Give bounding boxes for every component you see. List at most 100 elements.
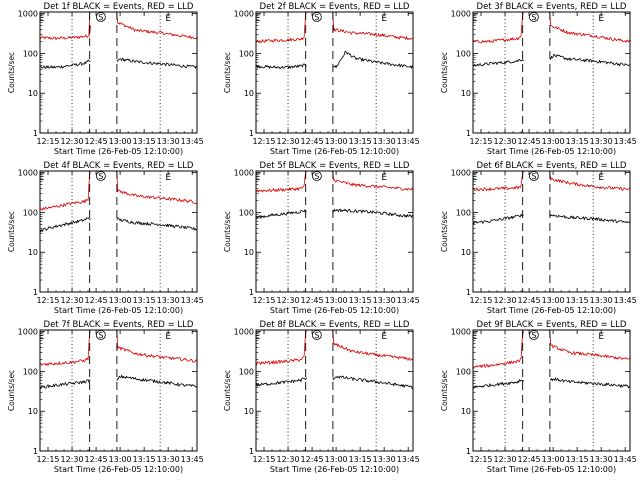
x-tick-label: 12:30 [277,137,300,146]
y-tick-label: 10 [28,248,38,257]
y-tick-label: 100 [239,367,254,376]
marker-s-letter: S [98,172,103,181]
y-tick-label: 100 [23,367,38,376]
x-tick-label: 12:45 [301,296,324,305]
marker-s-letter: S [98,13,103,22]
x-tick-label: 13:45 [397,296,420,305]
x-tick-label: 12:30 [277,455,300,464]
x-tick-label: 12:45 [518,137,541,146]
y-tick-label: 1000 [451,169,471,178]
panel-title: Det 6f BLACK = Events, RED = LLD [477,161,627,171]
marker-e-letter: E [472,332,478,342]
x-tick-label: 13:45 [397,137,420,146]
panel-title: Det 8f BLACK = Events, RED = LLD [260,320,410,330]
y-axis-label: Counts/sec [7,370,16,411]
series-line-events [39,374,198,389]
x-tick-label: 12:30 [277,296,300,305]
x-tick-label: 12:30 [494,137,517,146]
x-tick-label: 13:15 [566,296,589,305]
x-tick-label: 13:45 [614,296,637,305]
chart-panel-1: Det 1f BLACK = Events, RED = LLD E S E 12:15… [7,2,204,156]
y-tick-label: 1 [249,288,254,297]
x-tick-label: 12:30 [494,296,517,305]
x-tick-label: 13:15 [349,137,372,146]
marker-s-letter: S [314,13,319,22]
x-tick-label: 13:30 [373,455,396,464]
x-tick-label: 13:30 [373,296,396,305]
marker-s-letter: S [531,13,536,22]
axes-frame [255,170,414,293]
marker-e-letter: E [381,14,387,24]
x-tick-label: 13:30 [373,137,396,146]
marker-e-letter: E [165,14,171,24]
y-tick-label: 10 [461,407,471,416]
series-line-events [39,217,198,232]
y-tick-label: 1 [466,129,471,138]
marker-s-letter: S [314,172,319,181]
panel-title: Det 3f BLACK = Events, RED = LLD [477,2,627,12]
series-line-events [255,50,414,70]
panel-title: Det 2f BLACK = Events, RED = LLD [260,2,410,12]
marker-s-letter: S [531,172,536,181]
y-axis-label: Counts/sec [223,211,232,252]
y-tick-label: 100 [23,49,38,58]
y-axis-label: Counts/sec [7,52,16,93]
x-tick-label: 12:15 [252,455,275,464]
x-tick-label: 13:00 [325,296,348,305]
x-tick-label: 13:00 [325,137,348,146]
marker-e-letter: E [39,14,45,24]
x-tick-label: 13:15 [349,455,372,464]
series-line-lld [255,329,414,366]
axes-frame [472,11,631,134]
chart-panel-8: Det 8f BLACK = Events, RED = LLD E S E 12:15… [223,320,420,474]
y-tick-label: 1000 [18,328,38,337]
series-line-events [472,213,631,224]
x-axis-label: Start Time (26-Feb-05 12:10:00) [487,147,616,156]
x-tick-label: 12:30 [61,455,84,464]
y-tick-label: 100 [239,49,254,58]
x-tick-label: 12:30 [61,137,84,146]
marker-e-letter: E [39,332,45,342]
series-line-events [40,57,198,69]
x-axis-label: Start Time (26-Feb-05 12:10:00) [54,306,183,315]
series-line-lld [255,170,414,193]
x-tick-label: 12:30 [61,296,84,305]
y-tick-label: 1 [249,129,254,138]
marker-s-letter: S [314,331,319,340]
x-tick-label: 13:00 [542,455,565,464]
x-tick-label: 12:15 [36,137,59,146]
panel-title: Det 5f BLACK = Events, RED = LLD [260,161,410,171]
marker-e-letter: E [381,332,387,342]
y-tick-label: 100 [456,208,471,217]
series-line-lld [39,329,198,366]
y-tick-label: 10 [244,248,254,257]
y-tick-label: 1 [33,447,38,456]
x-tick-label: 12:30 [494,455,517,464]
y-tick-label: 10 [461,89,471,98]
x-tick-label: 13:30 [157,137,180,146]
y-tick-label: 100 [456,367,471,376]
y-tick-label: 1 [466,447,471,456]
x-tick-label: 12:45 [85,455,108,464]
chart-panel-4: Det 4f BLACK = Events, RED = LLD E S E 12:15… [7,161,204,315]
x-tick-label: 12:15 [252,137,275,146]
x-tick-label: 12:45 [85,137,108,146]
x-tick-label: 13:30 [157,296,180,305]
marker-e-letter: E [255,332,261,342]
x-tick-label: 13:45 [181,296,204,305]
y-tick-label: 1000 [451,10,471,19]
marker-e-letter: E [472,14,478,24]
y-tick-label: 1 [33,288,38,297]
axes-frame [39,329,198,452]
panel-title: Det 4f BLACK = Events, RED = LLD [44,161,194,171]
chart-panel-6: Det 6f BLACK = Events, RED = LLD E S E 12:15… [440,161,637,315]
axes-frame [472,170,631,293]
marker-e-letter: E [381,173,387,183]
x-tick-label: 12:15 [469,137,492,146]
x-tick-label: 13:45 [614,455,637,464]
y-tick-label: 1000 [234,10,254,19]
x-tick-label: 12:45 [518,296,541,305]
y-axis-label: Counts/sec [440,370,449,411]
axes-frame [255,329,414,452]
